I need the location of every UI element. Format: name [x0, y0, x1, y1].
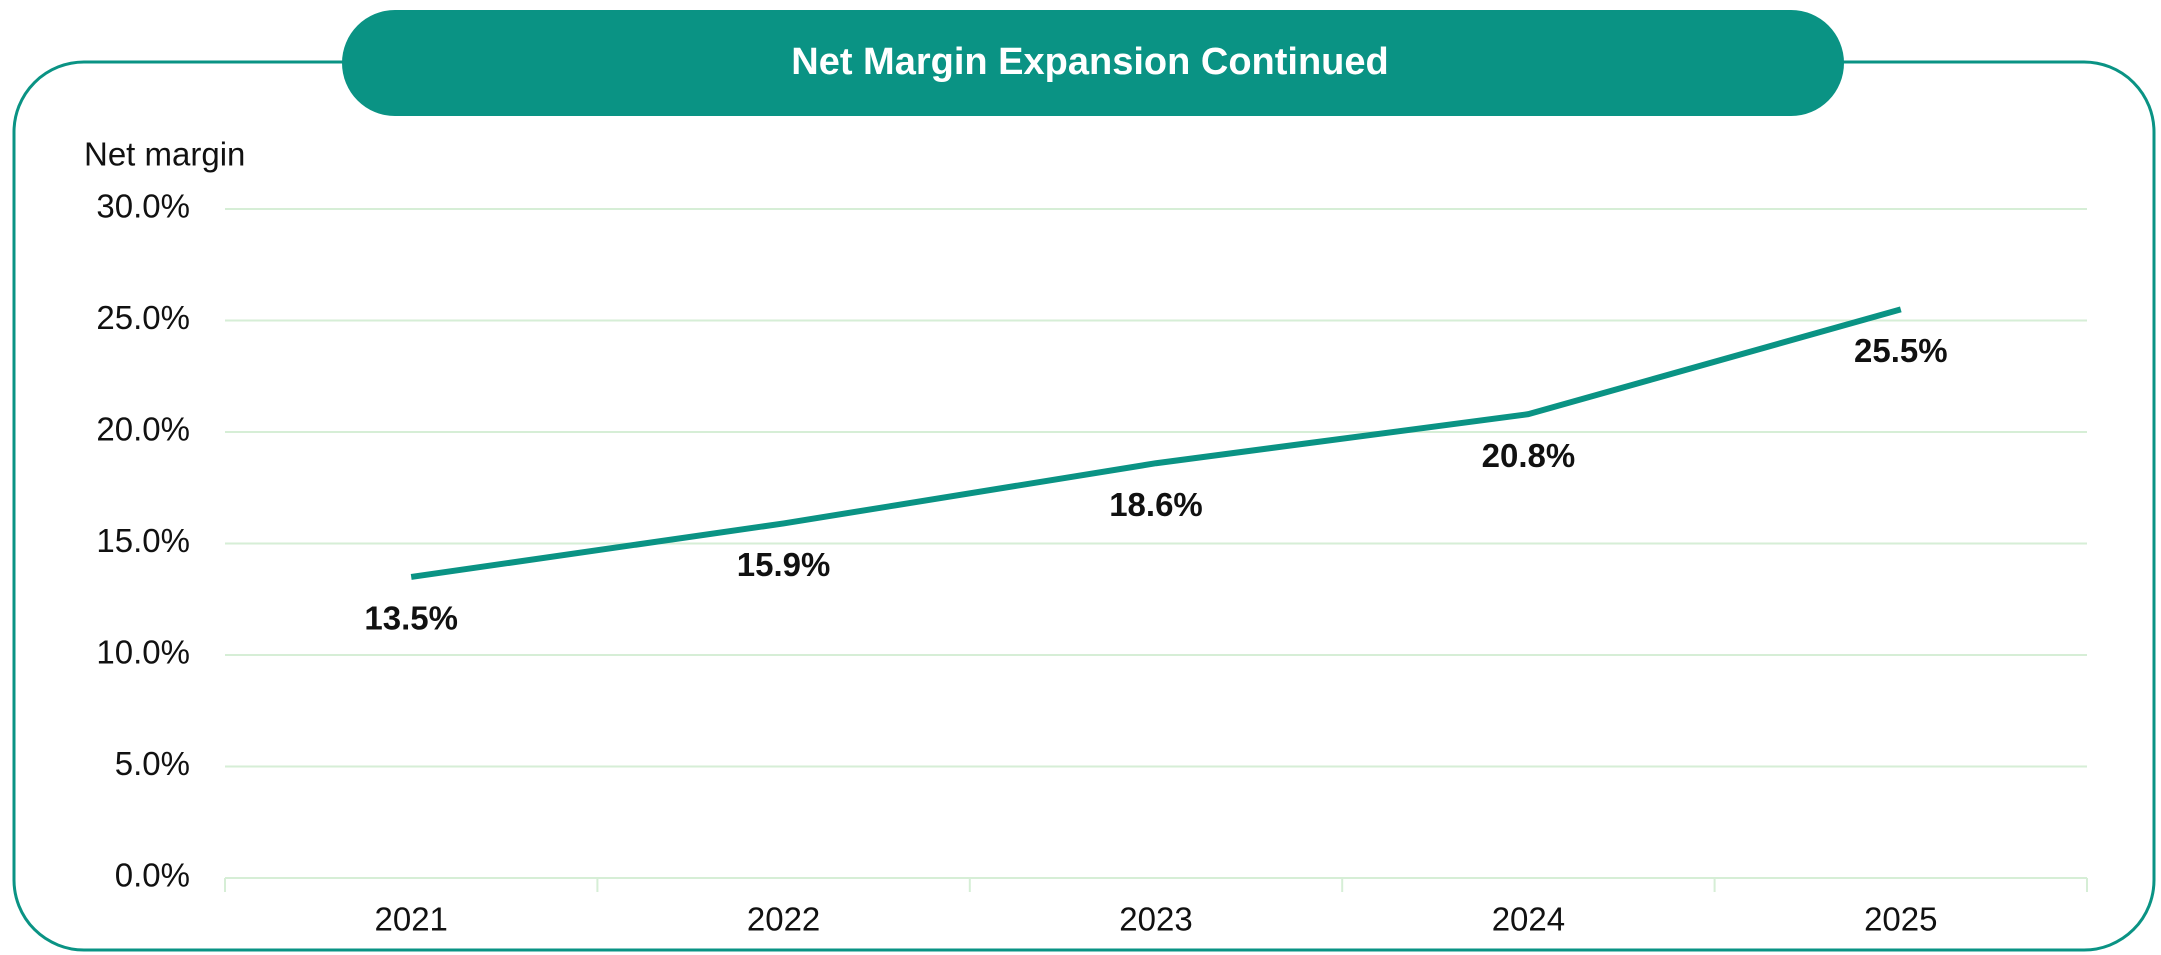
panel-border [12, 60, 2156, 952]
data-label: 13.5% [364, 600, 458, 637]
y-tick-label: 0.0% [115, 857, 190, 894]
chart-title: Net Margin Expansion Continued [791, 41, 1388, 83]
data-label: 20.8% [1482, 437, 1576, 474]
y-tick-label: 10.0% [96, 634, 190, 671]
x-tick-label: 2025 [1864, 901, 1937, 938]
y-tick-label: 30.0% [96, 188, 190, 225]
x-tick-label: 2024 [1492, 901, 1565, 938]
data-label: 25.5% [1854, 332, 1948, 369]
y-tick-label: 5.0% [115, 745, 190, 782]
line [410, 306, 1902, 580]
title-bar [342, 10, 1844, 116]
y-axis-label: Net margin [84, 136, 245, 173]
y-tick-label: 20.0% [96, 411, 190, 448]
data-label: 18.6% [1109, 486, 1203, 523]
data-label: 15.9% [737, 546, 831, 583]
x-tick-label: 2023 [1119, 901, 1192, 938]
y-tick-label: 15.0% [96, 522, 190, 559]
x-tick-label: 2022 [747, 901, 820, 938]
y-tick-label: 25.0% [96, 299, 190, 336]
x-tick-label: 2021 [374, 901, 447, 938]
